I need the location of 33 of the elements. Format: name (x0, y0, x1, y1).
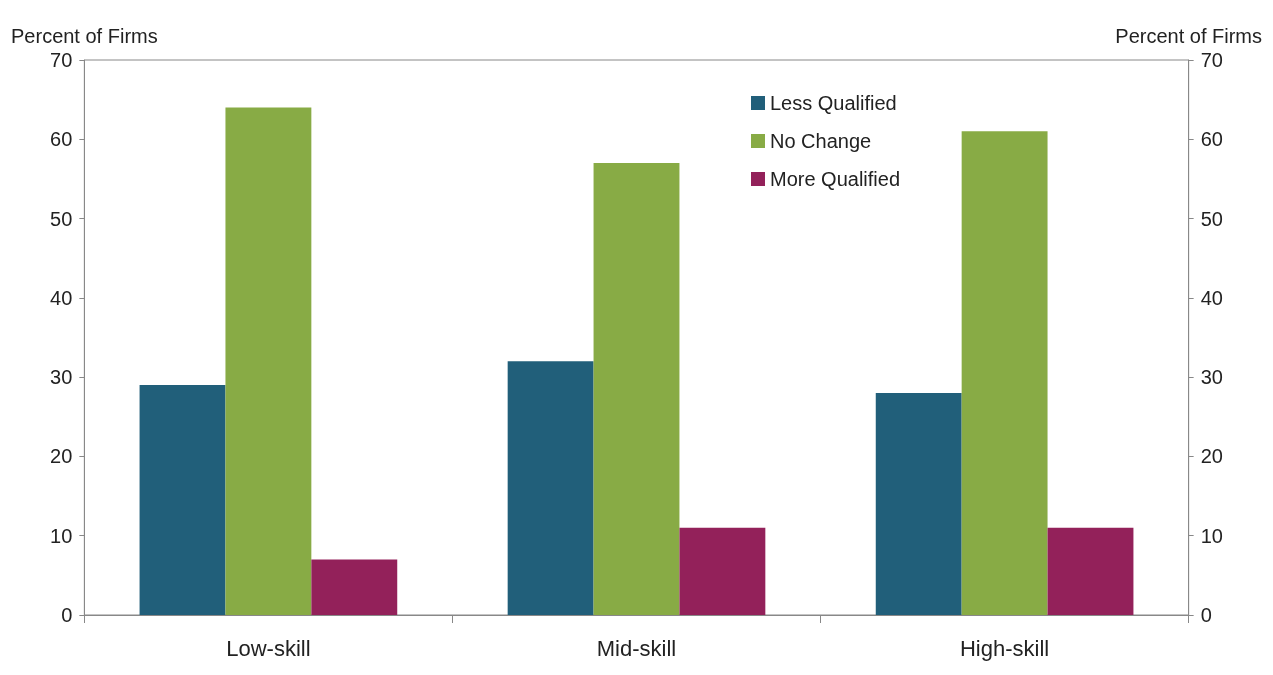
y-tick-label: 30 (50, 366, 73, 389)
x-tick-label: High-skill (959, 635, 1050, 661)
y-tick-label: 10 (50, 524, 73, 547)
y2-tick-label: 50 (1200, 207, 1223, 230)
bar (875, 393, 962, 615)
y-tick-label: 40 (50, 286, 73, 309)
y2-tick-label: 60 (1200, 128, 1223, 151)
legend-label: Less Qualified (770, 92, 897, 114)
bar (1047, 527, 1134, 615)
y-tick-label: 70 (50, 49, 73, 71)
legend-label: More Qualified (770, 168, 901, 190)
y-tick-label: 60 (50, 128, 73, 151)
bar (961, 131, 1048, 615)
y-tick-label: 50 (50, 207, 73, 230)
x-tick-label: Low-skill (226, 635, 311, 661)
y2-tick-label: 0 (1200, 604, 1212, 626)
x-tick-label: Mid-skill (596, 635, 677, 661)
y-tick-label: 20 (50, 445, 73, 468)
y2-axis-title: Percent of Firms (1115, 25, 1262, 47)
bar (139, 385, 226, 615)
bar (507, 361, 594, 615)
bar (679, 527, 766, 615)
bar (225, 107, 312, 615)
legend-label: No Change (770, 130, 872, 152)
bar (593, 163, 680, 615)
y-axis-title: Percent of Firms (11, 25, 158, 47)
y-tick-label: 0 (61, 604, 73, 626)
y2-tick-label: 20 (1200, 445, 1223, 468)
y2-tick-label: 70 (1200, 49, 1223, 71)
y2-tick-label: 30 (1200, 366, 1223, 389)
bar (311, 559, 398, 615)
y2-tick-label: 10 (1200, 524, 1223, 547)
y2-tick-label: 40 (1200, 286, 1223, 309)
